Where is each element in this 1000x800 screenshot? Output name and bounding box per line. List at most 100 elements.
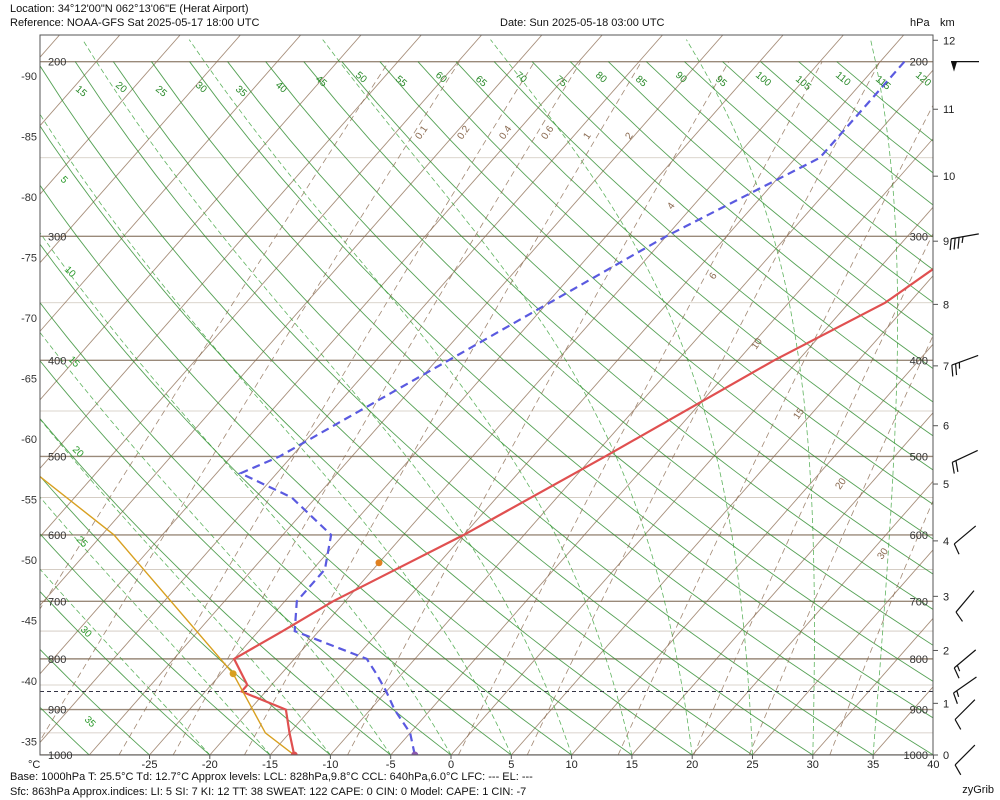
isotherm-edge-label: -80 xyxy=(21,192,37,204)
dry-adiabat xyxy=(646,61,933,303)
wind-barb-half xyxy=(961,236,964,244)
km-label: 0 xyxy=(943,750,949,762)
dry-adiabat-label: 90 xyxy=(673,70,689,86)
brand-label: zyGrib xyxy=(962,784,994,796)
isotherm-edge-label: -65 xyxy=(21,374,37,386)
isotherm xyxy=(872,686,933,755)
isotherm-edge-label: -45 xyxy=(21,616,37,628)
pressure-label-left: 200 xyxy=(48,57,66,69)
isotherm-edge-label: -85 xyxy=(21,132,37,144)
wind-barb-staff xyxy=(954,699,976,720)
dry-adiabat xyxy=(265,61,933,646)
x-tick-label: -15 xyxy=(262,759,278,771)
dry-adiabat xyxy=(40,184,633,755)
x-tick-label: 15 xyxy=(626,759,638,771)
dry-adiabat xyxy=(493,61,933,437)
parcel-point-lcl xyxy=(229,670,237,678)
isotherm xyxy=(330,69,933,755)
dry-adiabat-label: 55 xyxy=(393,74,409,90)
dry-adiabat xyxy=(40,417,391,755)
pressure-label-left: 1000 xyxy=(48,750,72,762)
dry-adiabat xyxy=(40,590,211,755)
km-label: 9 xyxy=(943,236,949,248)
wind-barb xyxy=(954,744,976,776)
pressure-label-right: 700 xyxy=(910,596,928,608)
x-tick-label: -5 xyxy=(386,759,396,771)
km-label: 11 xyxy=(943,104,954,116)
dry-adiabat xyxy=(608,61,933,336)
wind-barb-flag xyxy=(953,543,960,555)
pressure-label-right: 200 xyxy=(910,57,928,69)
km-label: 3 xyxy=(943,591,949,603)
mixing-ratio-line xyxy=(526,61,881,755)
wind-barb-staff xyxy=(951,354,979,366)
dry-adiabat-label: 80 xyxy=(593,70,609,86)
moist-adiabat xyxy=(188,39,633,755)
pressure-label-right: 1000 xyxy=(904,750,928,762)
isotherm xyxy=(40,35,663,744)
dry-adiabat xyxy=(836,61,933,142)
mixing-ratio-label: 20 xyxy=(833,476,849,492)
isotherm xyxy=(752,549,933,755)
km-label: 8 xyxy=(943,299,949,311)
mixing-ratio-line xyxy=(40,61,460,742)
mixing-ratio-line xyxy=(458,61,823,755)
wind-barb-flag xyxy=(953,667,960,679)
dry-adiabat-label: 40 xyxy=(273,80,289,96)
moist-adiabat xyxy=(82,39,572,755)
dry-adiabat xyxy=(379,61,933,540)
dry-adiabat xyxy=(455,61,933,471)
dry-adiabat xyxy=(40,360,452,755)
wind-barb-flag xyxy=(952,692,958,704)
pressure-label-left: 700 xyxy=(48,596,66,608)
x-unit-label: °C xyxy=(28,759,40,771)
mixing-ratio-line xyxy=(748,334,933,755)
wind-barb-flag xyxy=(951,365,954,377)
isotherm-edge-label: -90 xyxy=(21,71,37,83)
dry-adiabat xyxy=(40,243,572,755)
parcel-point-sfc xyxy=(290,751,298,755)
mixing-ratio-label: 0.4 xyxy=(497,124,514,142)
mixing-ratio-line xyxy=(172,61,582,755)
location-text: Location: 34°12'00"N 062°13'06"E (Herat … xyxy=(10,3,249,15)
dry-adiabat-label: 30 xyxy=(193,80,209,96)
x-tick-label: -10 xyxy=(322,759,338,771)
dry-adiabat-label: 50 xyxy=(353,70,369,86)
pressure-label-left: 800 xyxy=(48,654,66,666)
dry-adiabat xyxy=(189,61,933,719)
wind-barb-staff xyxy=(952,449,978,463)
dry-adiabat xyxy=(227,61,933,682)
dry-adiabat xyxy=(151,61,933,755)
mixing-ratio-label: 2 xyxy=(623,130,635,141)
isotherm xyxy=(691,480,933,755)
parcel-line xyxy=(40,475,295,755)
moist-adiabat-label: 5 xyxy=(58,174,70,186)
wind-barb-flag xyxy=(953,238,956,250)
dry-adiabat xyxy=(113,61,874,755)
isotherm xyxy=(40,35,422,469)
isotherm xyxy=(40,35,362,401)
isotherm-edge-label: -60 xyxy=(21,434,37,446)
pressure-label-right: 400 xyxy=(910,355,928,367)
wind-barb-half xyxy=(956,690,960,697)
wind-barb-pennant xyxy=(951,61,957,72)
isotherm xyxy=(631,412,933,755)
dry-adiabat-label: 75 xyxy=(553,74,569,90)
plot-frame xyxy=(39,34,934,756)
isotherm xyxy=(88,35,724,755)
x-tick-label: 10 xyxy=(565,759,577,771)
pressure-label-right: 900 xyxy=(910,705,928,717)
moist-adiabat xyxy=(870,39,898,755)
isotherm-edge-label: -75 xyxy=(21,253,37,265)
date-text: Date: Sun 2025-05-18 03:00 UTC xyxy=(500,17,665,29)
wind-barb-staff xyxy=(953,676,977,694)
mixing-ratio-line xyxy=(693,232,933,755)
km-label: 7 xyxy=(943,361,949,373)
moist-adiabat xyxy=(322,39,693,755)
isotherm xyxy=(510,275,933,755)
x-tick-label: 40 xyxy=(927,759,939,771)
mixing-ratio-label: 1 xyxy=(581,130,593,141)
isotherm xyxy=(40,35,181,195)
pressure-label-left: 600 xyxy=(48,530,66,542)
